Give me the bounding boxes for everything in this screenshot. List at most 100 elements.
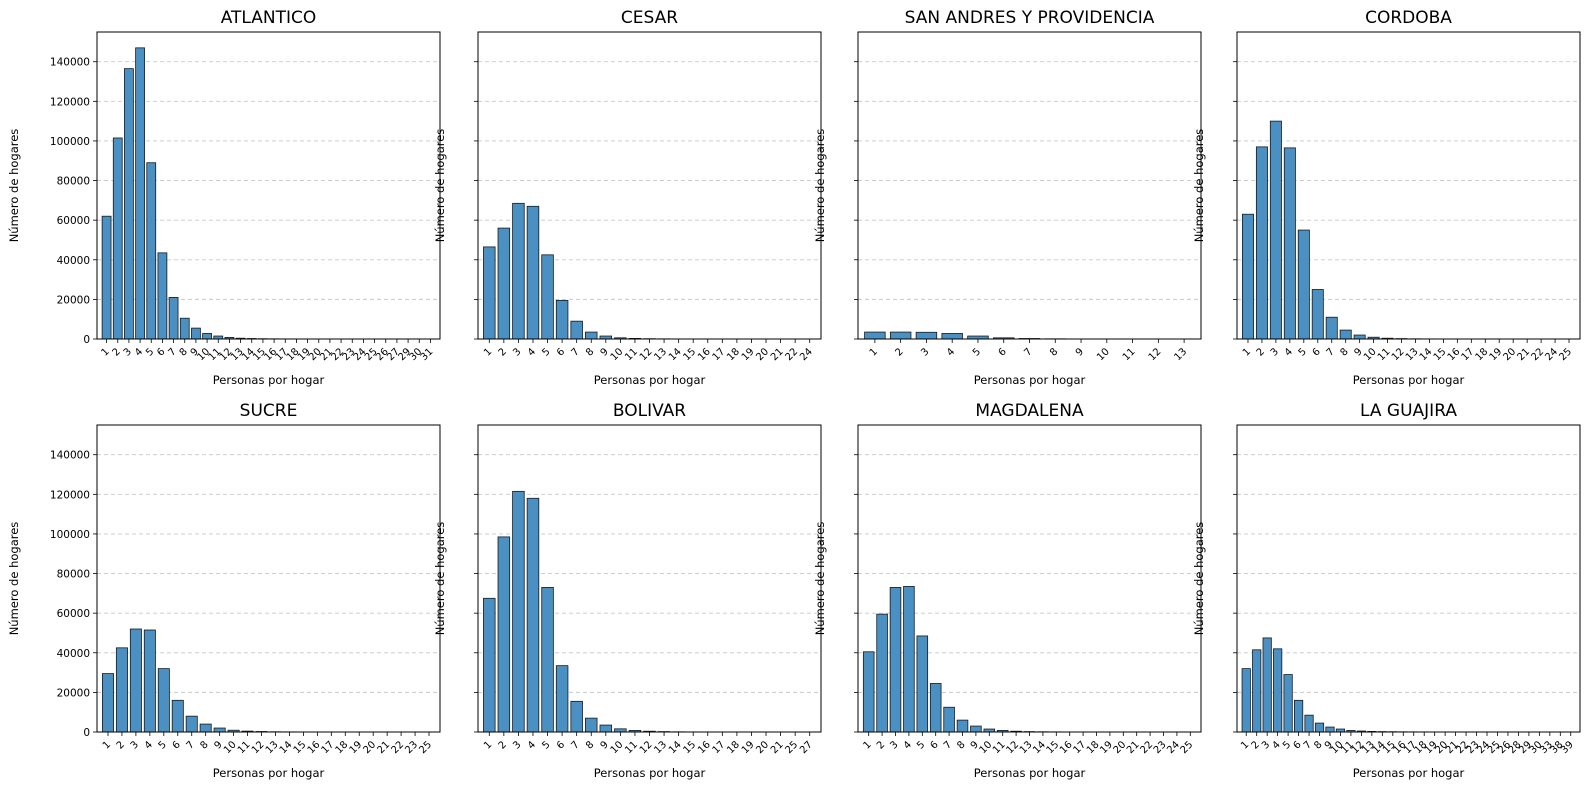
bar [102, 216, 111, 339]
x-tick-label: 25 [417, 739, 434, 756]
x-tick-label: 6 [1311, 346, 1323, 358]
x-tick-label: 24 [798, 346, 815, 363]
chart-title: BOLIVAR [613, 401, 686, 421]
bar [542, 587, 554, 732]
bar [191, 328, 200, 339]
bar [147, 163, 156, 339]
x-tick-label: 8 [1312, 739, 1324, 751]
chart-title: CORDOBA [1365, 8, 1452, 28]
x-tick-label: 6 [171, 739, 183, 751]
bar [1294, 700, 1302, 732]
panel-la-guajira: 1234567891011121314151617181920212223242… [1192, 401, 1580, 780]
axes-frame [858, 32, 1201, 339]
bar [890, 332, 911, 339]
bar [1326, 317, 1337, 339]
x-tick-label: 8 [178, 346, 190, 358]
x-axis-label: Personas por hogar [594, 766, 706, 780]
x-tick-label: 4 [526, 346, 538, 358]
y-axis-label: Número de hogares [433, 522, 447, 636]
y-tick-label: 60000 [57, 608, 90, 620]
bar [1284, 148, 1295, 339]
x-tick-label: 4 [945, 346, 957, 358]
bar [124, 69, 133, 339]
y-axis-label: Número de hogares [7, 129, 21, 243]
bar [865, 332, 886, 339]
x-tick-label: 4 [1270, 739, 1282, 751]
bar [877, 614, 888, 732]
bar [917, 636, 928, 732]
y-tick-label: 120000 [50, 96, 90, 108]
bar [904, 586, 915, 732]
bar [180, 318, 189, 339]
x-tick-label: 4 [526, 739, 538, 751]
y-axis-label: Número de hogares [1192, 522, 1206, 636]
x-axis-label: Personas por hogar [594, 373, 706, 387]
x-tick-label: 3 [1269, 346, 1281, 358]
bar [172, 700, 183, 732]
chart-title: ATLANTICO [221, 8, 317, 28]
x-tick-label: 2 [115, 739, 127, 751]
panel-sucre: 0200004000060000800001000001200001400001… [7, 401, 440, 780]
y-tick-label: 20000 [57, 294, 90, 306]
x-axis-label: Personas por hogar [974, 766, 1086, 780]
x-tick-label: 1 [482, 739, 494, 751]
bar [186, 716, 197, 732]
bar [136, 48, 145, 339]
x-tick-label: 6 [997, 346, 1009, 358]
y-axis-label: Número de hogares [433, 129, 447, 243]
x-tick-label: 2 [497, 346, 509, 358]
x-tick-label: 5 [1281, 739, 1293, 751]
x-tick-label: 3 [129, 739, 141, 751]
bar [571, 701, 583, 732]
x-tick-label: 2 [111, 346, 123, 358]
x-tick-label: 1 [1241, 346, 1253, 358]
bar [556, 300, 568, 339]
x-tick-label: 6 [555, 739, 567, 751]
x-tick-label: 2 [1255, 346, 1267, 358]
x-tick-label: 25 [1557, 346, 1574, 363]
bar [214, 728, 225, 732]
x-tick-label: 5 [540, 739, 552, 751]
y-tick-label: 40000 [57, 648, 90, 660]
x-tick-label: 39 [1559, 739, 1576, 756]
x-tick-label: 1 [99, 346, 111, 358]
x-tick-label: 7 [570, 346, 582, 358]
bar [116, 648, 127, 732]
bar [863, 652, 874, 732]
x-tick-label: 8 [1339, 346, 1351, 358]
x-tick-label: 7 [1325, 346, 1337, 358]
chart-title: SUCRE [240, 401, 298, 421]
x-tick-label: 2 [893, 346, 905, 358]
y-tick-label: 0 [83, 727, 90, 739]
x-tick-label: 4 [133, 346, 145, 358]
bar [513, 491, 525, 732]
bar [957, 720, 968, 732]
x-tick-label: 2 [875, 739, 887, 751]
x-tick-label: 31 [419, 346, 436, 363]
x-tick-label: 1 [868, 346, 880, 358]
x-tick-label: 5 [1297, 346, 1309, 358]
panel-atlantico: 0200004000060000800001000001200001400001… [7, 8, 440, 387]
bar [498, 537, 510, 732]
x-tick-label: 5 [144, 346, 156, 358]
x-tick-label: 3 [511, 739, 523, 751]
bar [1284, 675, 1292, 732]
x-tick-label: 4 [1283, 346, 1295, 358]
y-tick-label: 100000 [50, 529, 90, 541]
bar [542, 255, 554, 339]
x-axis-label: Personas por hogar [1353, 373, 1465, 387]
bar [1242, 214, 1253, 339]
bar [130, 629, 141, 732]
bar [200, 724, 211, 732]
x-tick-label: 7 [1022, 346, 1034, 358]
x-tick-label: 4 [143, 739, 155, 751]
bar [1326, 727, 1334, 732]
bar [1270, 121, 1281, 339]
x-tick-label: 27 [798, 739, 815, 756]
x-tick-label: 6 [929, 739, 941, 751]
